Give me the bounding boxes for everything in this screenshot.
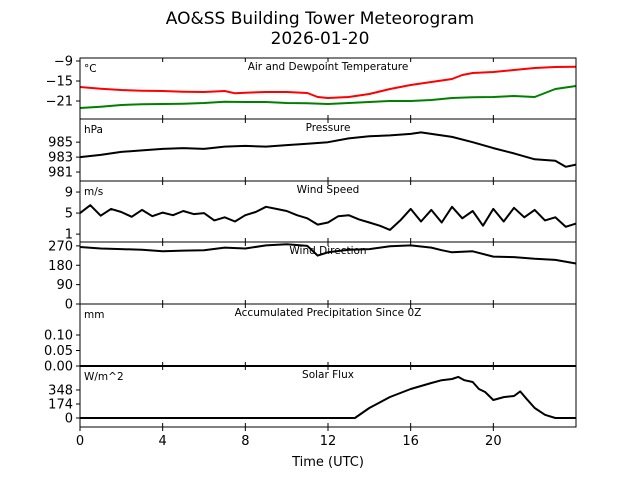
panel-unit: hPa [84,124,103,136]
y-tick-label: 0.00 [44,360,73,375]
series-line-5-0 [80,375,576,419]
y-tick-label: 0.05 [44,344,73,359]
y-tick-label: 5 [65,207,73,222]
y-tick-label: 981 [48,166,73,181]
y-tick-label: 1 [65,228,73,243]
series-line-0-1 [79,85,577,109]
panel-title: Accumulated Precipitation Since 0Z [235,307,422,319]
series-line-1-0 [79,131,577,168]
chart-subtitle: 2026-01-20 [271,29,370,49]
y-tick-label: 174 [48,397,73,412]
panel-4: 0.100.050.00 mm Accumulated Precipitation … [44,303,577,375]
chart-title: AO&SS Building Tower Meteorogram [166,9,474,29]
y-tick-label: 0.10 [44,329,73,344]
panel-title: Pressure [306,122,351,134]
panels: −9 −15 −21 °C Air and Dewpoint Temperature 98… [44,55,577,428]
y-tick-label: 0 [65,411,73,426]
series-line-3-0 [79,243,577,265]
panel-unit: mm [84,309,104,321]
panel-2: 9 5 1 m/s Wind Speed [65,180,577,243]
x-tick-label: 20 [485,434,502,449]
y-tick-label: 9 [65,186,73,201]
panel-0: −9 −15 −21 °C Air and Dewpoint Temperature [46,55,577,120]
y-tick-label: −15 [46,75,73,90]
x-tick-label: 8 [241,434,249,449]
y-tick-label: 985 [48,136,73,151]
y-tick-label: 348 [48,383,73,398]
y-tick-label: 270 [48,239,73,254]
panel-unit: W/m^2 [84,371,124,383]
panel-unit: m/s [84,186,103,198]
y-tick-label: −21 [46,95,73,110]
panel-title: Wind Direction [289,245,366,257]
panel-unit: °C [84,63,97,75]
x-axis: 0 4 8 12 16 20 [76,427,502,449]
x-axis-label: Time (UTC) [291,455,364,470]
y-tick-label: −9 [54,55,73,70]
panel-3: 270 180 90 0 Wind Direction [48,239,577,313]
panel-title: Air and Dewpoint Temperature [248,61,409,73]
series-line-2-0 [79,204,577,231]
x-tick-label: 12 [320,434,337,449]
panel-title: Wind Speed [297,184,360,196]
y-tick-label: 90 [56,278,73,293]
panel-title: Solar Flux [302,369,354,381]
x-tick-label: 0 [76,434,84,449]
x-tick-label: 16 [402,434,419,449]
y-tick-label: 0 [65,298,73,313]
x-tick-label: 4 [159,434,167,449]
y-tick-label: 983 [48,151,73,166]
series-line-0-0 [79,65,577,99]
y-tick-label: 180 [48,259,73,274]
